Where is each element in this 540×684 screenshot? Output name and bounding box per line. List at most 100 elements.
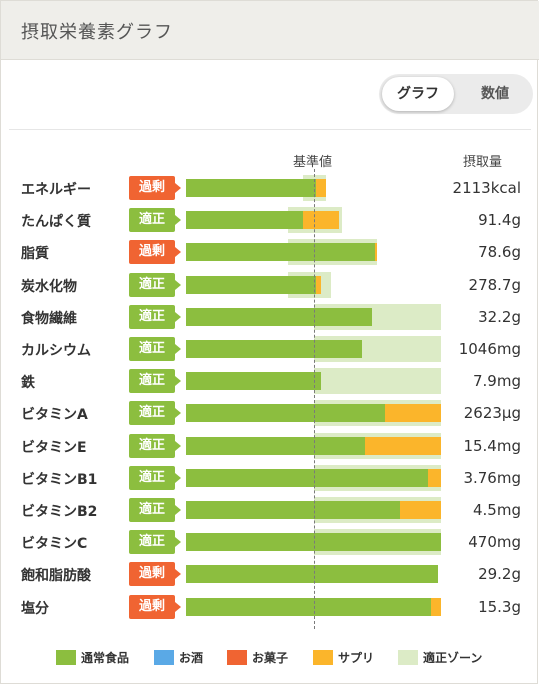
bar-segment	[186, 565, 439, 584]
intake-value: 91.4g	[478, 211, 521, 230]
bar-segment	[186, 501, 401, 519]
reference-line	[314, 169, 315, 629]
card-header: 摂取栄養素グラフ	[1, 1, 539, 60]
nutrient-name: ビタミンA	[21, 407, 88, 424]
nutrient-row: ビタミンB2 適正 4.5mg	[1, 495, 539, 527]
bar-segment	[186, 404, 385, 423]
bar-segment	[428, 468, 441, 487]
bar-segment	[430, 597, 441, 616]
legend-label: お酒	[179, 651, 204, 665]
status-badge: 過剰	[129, 562, 181, 587]
legend-item: サプリ	[313, 647, 374, 671]
intake-value: 470mg	[468, 533, 521, 552]
nutrient-name: ビタミンB1	[21, 471, 98, 488]
intake-value: 32.2g	[478, 307, 521, 326]
intake-value: 29.2g	[478, 565, 521, 584]
bar-segment	[374, 243, 378, 262]
bar-segment	[316, 275, 322, 294]
legend-item: 通常食品	[56, 647, 129, 671]
nutrient-name: カルシウム	[21, 343, 91, 359]
bar-segment	[186, 211, 304, 230]
nutrient-name: たんぱく質	[21, 214, 91, 231]
nutrient-name: ビタミンE	[21, 439, 87, 456]
legend-swatch	[56, 650, 76, 665]
nutrient-row: たんぱく質 適正 91.4g	[1, 205, 539, 237]
status-badge: 適正	[129, 530, 181, 555]
nutrient-row: 炭水化物 適正 278.7g	[1, 270, 539, 302]
status-badge: 適正	[129, 433, 181, 458]
nutrient-row: ビタミンB1 適正 3.76mg	[1, 463, 539, 495]
bar-segment	[186, 243, 375, 262]
legend-item: 適正ゾーン	[398, 647, 482, 671]
legend-swatch	[227, 650, 247, 665]
legend-item: お菓子	[227, 647, 288, 671]
legend: 通常食品 お酒 お菓子 サプリ 適正ゾーン	[1, 647, 539, 671]
nutrient-name: 食物繊維	[21, 310, 77, 327]
nutrient-row: 食物繊維 適正 32.2g	[1, 302, 539, 334]
legend-swatch	[154, 650, 174, 665]
nutrient-row: カルシウム 適正 1046mg	[1, 334, 539, 366]
bar-segment	[186, 436, 365, 455]
legend-label: お菓子	[252, 651, 289, 665]
page-title: 摂取栄養素グラフ	[21, 22, 173, 43]
status-badge: 適正	[129, 337, 181, 361]
bar-segment	[384, 404, 441, 423]
legend-swatch	[398, 650, 418, 665]
nutrient-name: 飽和脂肪酸	[21, 568, 91, 585]
intake-value: 7.9mg	[473, 372, 521, 391]
nutrient-name: 炭水化物	[21, 278, 77, 295]
nutrient-name: エネルギー	[21, 182, 91, 198]
intake-column-header: 摂取量	[463, 155, 503, 170]
intake-value: 78.6g	[478, 243, 521, 262]
bar-segment	[186, 372, 322, 391]
bar-segment	[186, 340, 362, 358]
nutrient-row: ビタミンA 適正 2623µg	[1, 398, 539, 430]
section-divider	[9, 129, 531, 130]
bar-segment	[316, 179, 327, 197]
nutrient-row: ビタミンE 適正 15.4mg	[1, 431, 539, 463]
nutrient-name: 鉄	[21, 375, 35, 392]
intake-value: 1046mg	[458, 340, 521, 358]
nutrient-name: ビタミンC	[21, 536, 88, 553]
legend-swatch	[313, 650, 333, 665]
intake-value: 278.7g	[468, 275, 521, 294]
nutrient-name: ビタミンB2	[21, 504, 98, 520]
bar-segment	[303, 211, 339, 230]
status-badge: 適正	[129, 272, 181, 297]
status-badge: 過剰	[129, 240, 181, 265]
nutrient-row: エネルギー 過剰 2113kcal	[1, 173, 539, 205]
reference-column-header: 基準値	[293, 155, 333, 170]
intake-value: 2113kcal	[452, 179, 521, 197]
status-badge: 適正	[129, 498, 181, 522]
nutrient-row: ビタミンC 適正 470mg	[1, 527, 539, 559]
intake-value: 2623µg	[463, 404, 521, 423]
status-badge: 過剰	[129, 176, 181, 200]
nutrient-row: 脂質 過剰 78.6g	[1, 237, 539, 269]
legend-label: 適正ゾーン	[423, 651, 483, 665]
nutrient-row: 鉄 適正 7.9mg	[1, 366, 539, 398]
graph-view-button[interactable]: グラフ	[382, 77, 454, 111]
status-badge: 適正	[129, 304, 181, 329]
status-badge: 適正	[129, 465, 181, 490]
legend-label: 通常食品	[81, 651, 130, 665]
bar-segment	[186, 597, 431, 616]
view-toggle[interactable]: グラフ 数値	[379, 74, 533, 114]
nutrient-row: 飽和脂肪酸 過剰 29.2g	[1, 559, 539, 591]
intake-value: 15.3g	[478, 597, 521, 616]
bar-segment	[186, 468, 429, 487]
nutrient-name: 塩分	[21, 600, 49, 617]
bar-segment	[364, 436, 441, 455]
nutrient-name: 脂質	[21, 246, 49, 263]
bar-segment	[186, 179, 317, 197]
intake-value: 4.5mg	[473, 501, 521, 519]
status-badge: 過剰	[129, 594, 181, 619]
intake-value: 15.4mg	[463, 436, 521, 455]
bar-segment	[186, 533, 441, 552]
bar-segment	[400, 501, 441, 519]
intake-value: 3.76mg	[463, 468, 521, 487]
number-view-button[interactable]: 数値	[481, 86, 509, 102]
legend-item: お酒	[154, 647, 203, 671]
nutrient-row: 塩分 過剰 15.3g	[1, 592, 539, 624]
status-badge: 適正	[129, 208, 181, 233]
bar-segment	[186, 275, 317, 294]
